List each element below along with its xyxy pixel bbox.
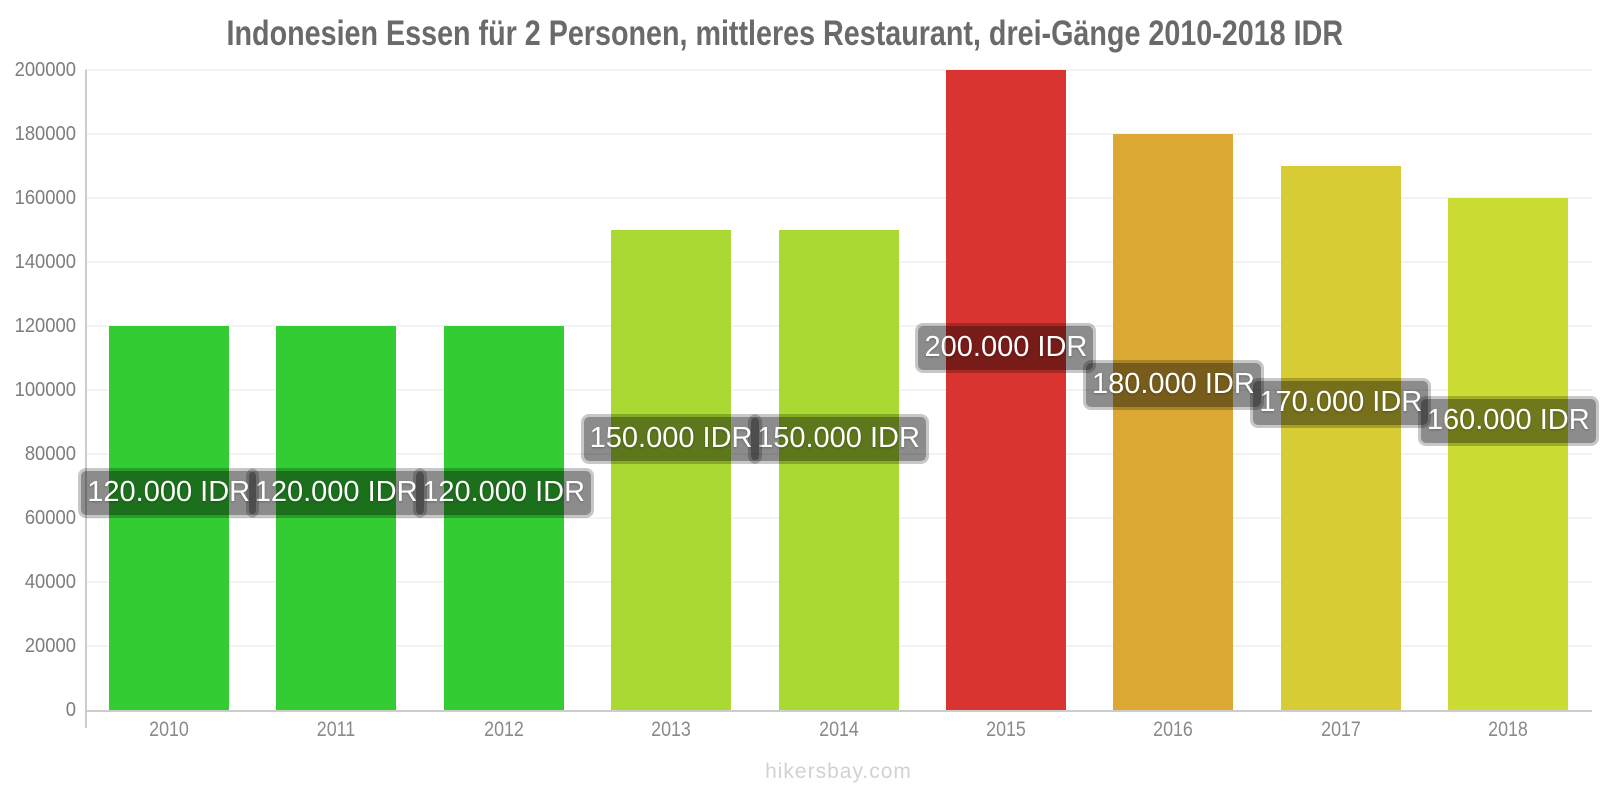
- value-tooltip-2010: 120.000 IDR: [78, 468, 260, 519]
- bar-2012[interactable]: [443, 326, 564, 710]
- gridline-180000: [85, 133, 1592, 135]
- bar-2010[interactable]: [108, 326, 229, 710]
- value-tooltip-2011: 120.000 IDR: [245, 468, 427, 519]
- y-tick-label-40000: 40000: [24, 571, 76, 593]
- value-tooltip-2016: 180.000 IDR: [1082, 359, 1264, 410]
- y-tick-label-180000: 180000: [14, 123, 76, 145]
- y-tick-label-100000: 100000: [14, 379, 76, 401]
- bar-2013[interactable]: [611, 230, 732, 710]
- value-tooltip-2015: 200.000 IDR: [915, 323, 1097, 374]
- y-tick-label-0: 0: [65, 699, 76, 721]
- y-axis-line: [85, 70, 87, 728]
- value-tooltip-2013: 150.000 IDR: [580, 413, 762, 464]
- x-tick-label-2011: 2011: [316, 718, 356, 741]
- y-tick-label-160000: 160000: [14, 187, 76, 209]
- x-tick-label-2014: 2014: [818, 718, 859, 741]
- bar-2017[interactable]: [1280, 166, 1401, 710]
- value-tooltip-2018: 160.000 IDR: [1417, 395, 1599, 446]
- y-tick-label-140000: 140000: [14, 251, 76, 273]
- x-tick-label-2018: 2018: [1488, 718, 1529, 741]
- y-tick-label-80000: 80000: [24, 443, 76, 465]
- x-tick-label-2015: 2015: [986, 718, 1026, 741]
- bar-2018[interactable]: [1448, 198, 1569, 710]
- bar-2015[interactable]: [945, 70, 1066, 710]
- x-tick-label-2016: 2016: [1153, 718, 1194, 741]
- value-tooltip-2017: 170.000 IDR: [1250, 377, 1432, 428]
- x-axis-line: [85, 710, 1592, 712]
- bar-2011[interactable]: [276, 326, 397, 710]
- bar-2016[interactable]: [1113, 134, 1234, 710]
- chart-title: Indonesien Essen für 2 Personen, mittler…: [226, 14, 1344, 53]
- chart-title-container: Indonesien Essen für 2 Personen, mittler…: [0, 14, 1570, 54]
- gridline-200000: [85, 69, 1592, 71]
- y-tick-label-20000: 20000: [24, 635, 76, 657]
- x-tick-label-2012: 2012: [483, 718, 524, 741]
- gridline-160000: [85, 197, 1592, 199]
- value-tooltip-2014: 150.000 IDR: [748, 413, 929, 464]
- bar-2014[interactable]: [778, 230, 899, 710]
- y-tick-label-120000: 120000: [14, 315, 76, 337]
- x-tick-label-2013: 2013: [651, 718, 691, 741]
- x-tick-label-2017: 2017: [1320, 718, 1361, 741]
- y-tick-label-60000: 60000: [24, 507, 76, 529]
- x-tick-label-2010: 2010: [148, 718, 189, 741]
- y-tick-label-200000: 200000: [14, 59, 76, 81]
- watermark-text: hikersbay.com: [765, 760, 912, 783]
- value-tooltip-2012: 120.000 IDR: [413, 468, 595, 519]
